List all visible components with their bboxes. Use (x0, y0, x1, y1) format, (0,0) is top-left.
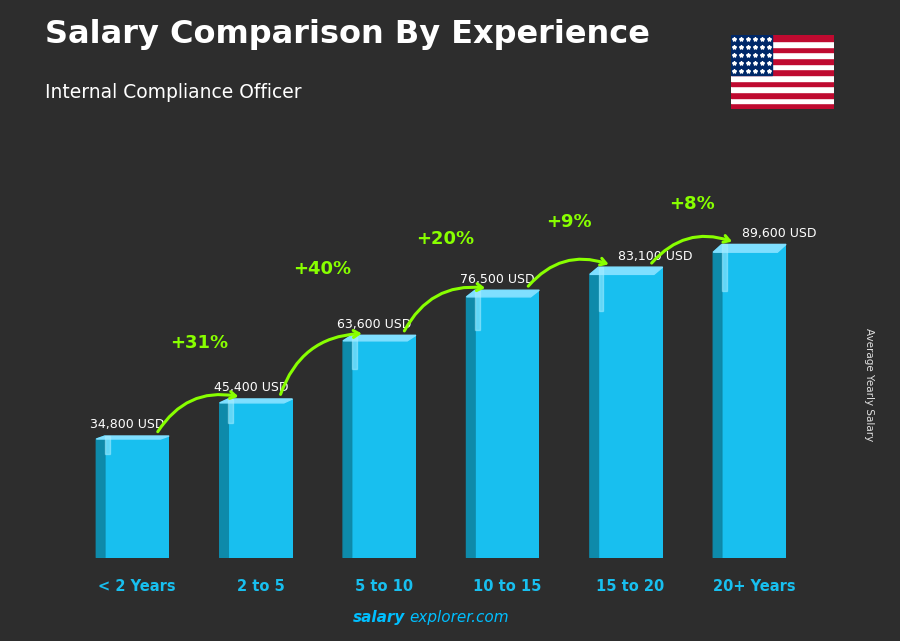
Text: +40%: +40% (293, 260, 351, 278)
Polygon shape (590, 267, 598, 558)
Bar (731, 81, 834, 87)
Text: 5 to 10: 5 to 10 (355, 579, 413, 594)
Bar (105, 436, 169, 558)
Polygon shape (96, 436, 105, 558)
Text: 45,400 USD: 45,400 USD (213, 381, 288, 394)
Bar (731, 35, 772, 75)
Bar (731, 69, 834, 75)
Bar (731, 63, 834, 69)
Polygon shape (220, 399, 229, 558)
Text: 34,800 USD: 34,800 USD (90, 419, 165, 431)
Polygon shape (475, 290, 480, 330)
Bar (731, 41, 834, 47)
Polygon shape (96, 436, 169, 439)
Bar (731, 97, 834, 103)
Text: 83,100 USD: 83,100 USD (618, 249, 693, 263)
Text: 63,600 USD: 63,600 USD (337, 318, 411, 331)
Text: 89,600 USD: 89,600 USD (742, 227, 816, 240)
Polygon shape (722, 244, 727, 292)
Text: 2 to 5: 2 to 5 (237, 579, 284, 594)
Bar (731, 75, 834, 81)
Bar (731, 53, 834, 58)
Text: +20%: +20% (417, 230, 474, 248)
Text: +8%: +8% (670, 195, 716, 213)
Polygon shape (220, 399, 292, 403)
Text: 10 to 15: 10 to 15 (473, 579, 542, 594)
Polygon shape (466, 290, 475, 558)
Polygon shape (598, 267, 603, 311)
Text: Internal Compliance Officer: Internal Compliance Officer (45, 83, 302, 103)
Bar (475, 290, 539, 558)
Polygon shape (343, 335, 416, 341)
Polygon shape (343, 335, 352, 558)
Text: explorer.com: explorer.com (410, 610, 509, 625)
Text: 20+ Years: 20+ Years (713, 579, 796, 594)
Text: Average Yearly Salary: Average Yearly Salary (863, 328, 874, 441)
Bar (598, 267, 662, 558)
Text: 76,500 USD: 76,500 USD (460, 272, 535, 286)
Text: salary: salary (353, 610, 405, 625)
Text: +9%: +9% (546, 213, 591, 231)
Polygon shape (352, 335, 356, 369)
Text: +31%: +31% (170, 335, 228, 353)
Bar (731, 103, 834, 109)
Polygon shape (466, 290, 539, 297)
Polygon shape (590, 267, 662, 274)
Bar (731, 47, 834, 53)
Polygon shape (713, 244, 722, 558)
Bar (731, 92, 834, 97)
Bar (229, 399, 292, 558)
Bar (352, 335, 416, 558)
Polygon shape (713, 244, 786, 252)
Bar (731, 58, 834, 63)
Bar (731, 87, 834, 92)
Text: 15 to 20: 15 to 20 (597, 579, 665, 594)
Polygon shape (105, 436, 110, 454)
Text: Salary Comparison By Experience: Salary Comparison By Experience (45, 19, 650, 50)
Bar (722, 244, 786, 558)
Bar (731, 35, 834, 41)
Text: < 2 Years: < 2 Years (98, 579, 176, 594)
Polygon shape (229, 399, 233, 423)
